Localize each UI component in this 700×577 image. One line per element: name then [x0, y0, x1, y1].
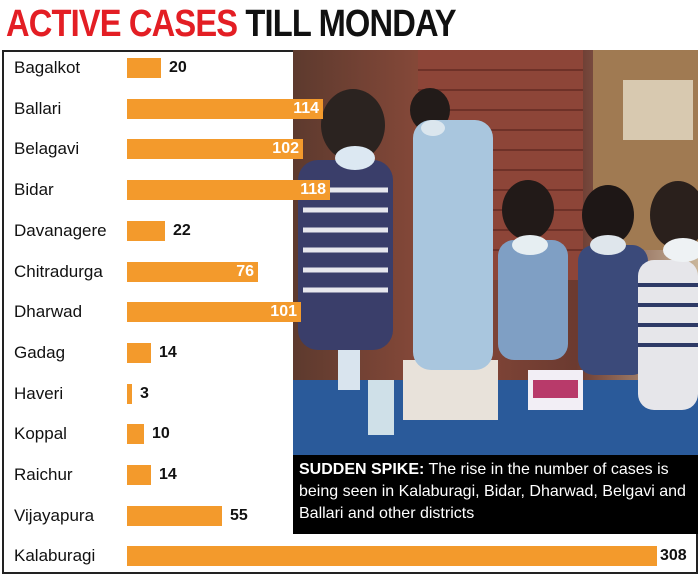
title-accent: ACTIVE CASES [6, 3, 238, 45]
category-label: Chitradurga [14, 262, 103, 281]
bar [127, 546, 657, 566]
bar [127, 465, 151, 485]
value-label: 101 [270, 303, 297, 320]
caption-text: The rise in the number of cases is being… [299, 461, 686, 522]
photo-caption: SUDDEN SPIKE: The rise in the number of … [293, 455, 698, 534]
testing-photo [293, 50, 698, 534]
chart-title: ACTIVE CASES TILL MONDAY [6, 3, 457, 45]
value-label: 102 [272, 140, 299, 157]
category-label: Bidar [14, 180, 54, 199]
bar [127, 180, 330, 200]
value-label: 308 [660, 547, 687, 564]
category-label: Gadag [14, 343, 66, 362]
value-label: 20 [169, 59, 187, 76]
bar [127, 99, 323, 119]
bar [127, 506, 222, 526]
bar [127, 424, 144, 444]
bar [127, 302, 301, 322]
category-label: Kalaburagi [14, 546, 96, 565]
title-dark: TILL MONDAY [245, 3, 456, 45]
bar [127, 343, 151, 363]
bar [127, 139, 303, 159]
bar [127, 384, 132, 404]
value-label: 10 [152, 425, 170, 442]
category-label: Ballari [14, 99, 62, 118]
category-label: Koppal [14, 424, 67, 443]
category-label: Haveri [14, 384, 64, 403]
bar [127, 58, 161, 78]
category-label: Dharwad [14, 302, 83, 321]
bar [127, 221, 165, 241]
category-label: Raichur [14, 465, 73, 484]
value-label: 3 [140, 385, 149, 402]
caption-lead: SUDDEN SPIKE: [299, 461, 425, 478]
bar [127, 262, 258, 282]
value-label: 22 [173, 222, 191, 239]
value-label: 114 [293, 100, 319, 117]
value-label: 14 [159, 344, 177, 361]
category-label: Belagavi [14, 139, 80, 158]
value-label: 118 [300, 181, 326, 198]
category-label: Davanagere [14, 221, 107, 240]
value-label: 14 [159, 466, 177, 483]
value-label: 55 [230, 507, 248, 524]
category-label: Bagalkot [14, 58, 81, 77]
category-label: Vijayapura [14, 506, 95, 525]
value-label: 76 [236, 263, 254, 280]
